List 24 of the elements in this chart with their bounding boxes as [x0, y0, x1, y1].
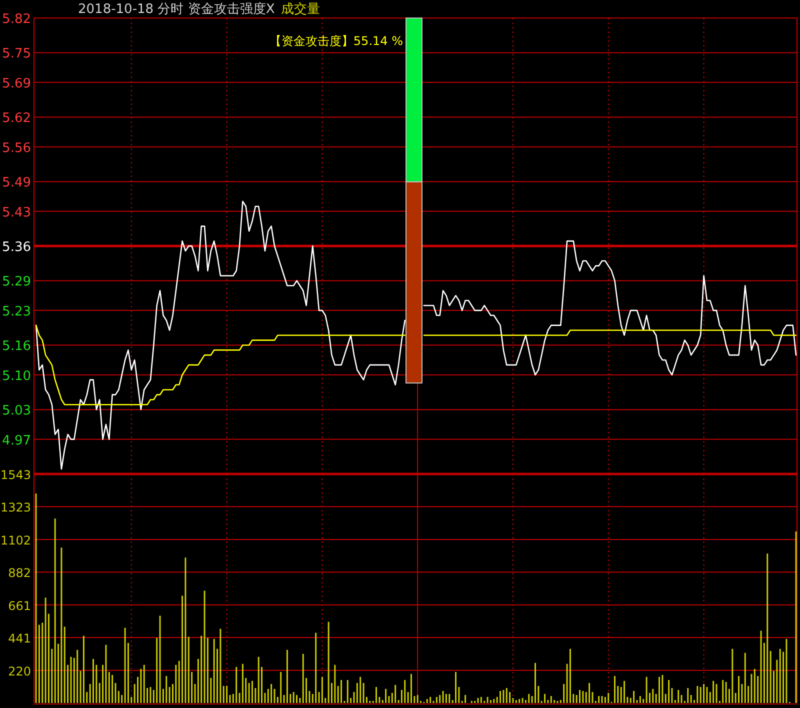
y-tick-label: 441	[8, 632, 31, 646]
y-tick-label: 5.62	[2, 111, 31, 126]
chart-subtitle: 成交量	[280, 1, 320, 17]
y-tick-label: 5.75	[2, 46, 31, 62]
y-tick-label: 1543	[0, 468, 31, 482]
y-tick-label: 882	[8, 566, 31, 580]
y-tick-label: 661	[8, 598, 31, 613]
y-tick-label: 5.56	[2, 140, 31, 156]
y-tick-label: 5.82	[2, 12, 31, 27]
y-tick-label: 5.49	[2, 176, 31, 191]
y-tick-label: 5.69	[2, 76, 31, 92]
y-tick-label: 4.97	[2, 433, 31, 448]
chart-title: 2018-10-18 分时 资金攻击强度X	[78, 1, 275, 17]
y-tick-label: 5.03	[2, 404, 31, 419]
y-tick-label: 1102	[0, 533, 31, 548]
y-tick-label: 5.36	[2, 240, 31, 255]
y-tick-label: 5.23	[2, 304, 31, 320]
annotation: 【资金攻击度】55.14 %	[269, 34, 403, 48]
y-tick-label: 5.10	[2, 368, 31, 384]
y-tick-label: 220	[8, 664, 31, 678]
y-tick-label: 1323	[0, 500, 31, 515]
y-tick-label: 5.16	[2, 339, 31, 354]
y-tick-label: 5.29	[2, 274, 31, 290]
y-tick-label: 5.43	[2, 205, 31, 220]
